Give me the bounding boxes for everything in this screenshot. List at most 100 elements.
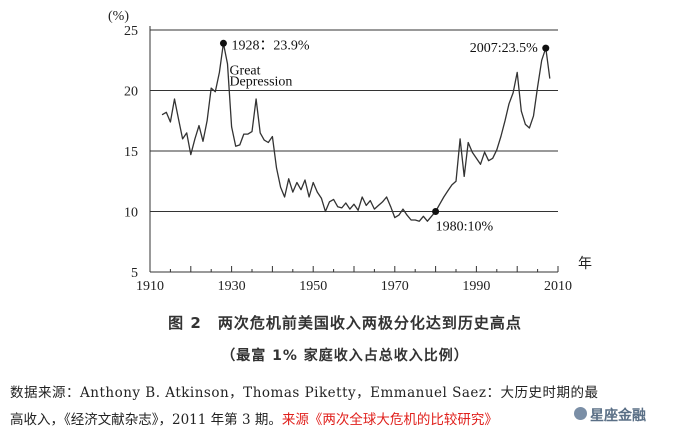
- data-point: [255, 98, 257, 100]
- grid-lines: [150, 29, 558, 212]
- data-point: [398, 214, 400, 216]
- data-point: [320, 197, 322, 199]
- y-tick-label: 25: [124, 24, 138, 39]
- data-point: [239, 144, 241, 146]
- data-point: [533, 115, 534, 117]
- peak-2007-marker: [542, 44, 550, 52]
- data-point: [170, 121, 171, 123]
- data-point: [488, 160, 490, 162]
- data-point: [406, 214, 408, 216]
- data-point: [508, 103, 510, 105]
- data-point: [390, 206, 392, 208]
- data-point: [194, 138, 196, 140]
- data-point: [386, 196, 388, 198]
- data-point: [451, 184, 453, 186]
- data-point: [529, 127, 530, 129]
- data-point: [476, 157, 477, 159]
- watermark: 星座金融: [572, 405, 650, 425]
- data-point: [190, 154, 192, 156]
- data-point: [374, 208, 375, 210]
- x-unit-label: 年: [578, 256, 592, 272]
- data-point: [484, 151, 485, 153]
- data-point: [251, 131, 253, 133]
- data-point: [263, 139, 265, 141]
- chart: 5 10 15 20 25 1910 1930 1950 1970 1990 2010 (%) 年 19…: [108, 9, 592, 294]
- source-citation: 高收入，《经济文献杂志》，2011 年第 3 期。: [10, 412, 282, 428]
- data-point: [549, 78, 551, 79]
- y-tick-label: 15: [124, 145, 138, 160]
- caption-title: 图 2 两次危机前美国收入两极分化达到历史高点: [168, 314, 522, 332]
- x-tick-label: 1970: [381, 279, 409, 294]
- peak-1928-marker: [219, 39, 227, 47]
- data-point: [443, 196, 445, 198]
- data-point: [341, 207, 343, 209]
- data-point: [410, 219, 412, 221]
- caption-subtitle: （最富 1% 家庭收入占总收入比例）: [221, 348, 469, 364]
- data-point: [300, 189, 302, 191]
- data-point: [218, 71, 220, 73]
- annotation-great: Great: [229, 63, 260, 78]
- annotations: 1928：23.9% 2007:23.5% 1980:10% GreatDepress…: [219, 38, 550, 235]
- data-point: [202, 140, 204, 142]
- data-point: [333, 199, 334, 200]
- y-tick-label: 10: [124, 206, 138, 221]
- data-point: [337, 206, 339, 208]
- data-point: [349, 208, 351, 210]
- source-line-2: 高收入，《经济文献杂志》，2011 年第 3 期。来源《两次全球大危机的比较研究…: [10, 408, 690, 428]
- data-point: [272, 136, 273, 137]
- data-point: [292, 191, 294, 193]
- data-point: [459, 138, 461, 140]
- data-point: [422, 215, 424, 217]
- data-point: [496, 149, 498, 151]
- logo-icon: [574, 407, 587, 420]
- low-1980-marker: [432, 208, 440, 215]
- annotation-1980: 1980:10%: [436, 220, 494, 235]
- data-point: [210, 87, 212, 89]
- data-point: [235, 145, 237, 147]
- data-point: [467, 142, 469, 143]
- data-point: [276, 167, 277, 169]
- data-point: [316, 191, 318, 193]
- annotation-1928: 1928：23.9%: [231, 38, 309, 53]
- data-point: [198, 125, 200, 126]
- data-point: [463, 176, 465, 177]
- data-point: [231, 126, 233, 128]
- watermark-text: 星座金融: [590, 408, 646, 424]
- data-point: [447, 190, 449, 192]
- data-point: [394, 217, 396, 218]
- data-point: [516, 71, 518, 73]
- data-point: [267, 142, 269, 143]
- x-tick-label: 2010: [544, 279, 572, 294]
- data-point: [259, 132, 261, 134]
- data-point: [500, 136, 502, 137]
- data-point: [414, 219, 416, 221]
- data-point: [325, 211, 326, 212]
- annotation-depression: Depression: [229, 74, 292, 89]
- data-point: [537, 86, 538, 88]
- data-point: [439, 203, 441, 205]
- x-tick-label: 1930: [218, 279, 246, 294]
- data-point: [382, 201, 383, 203]
- data-point: [161, 114, 163, 116]
- data-point: [206, 120, 208, 122]
- data-point: [402, 208, 404, 210]
- data-point: [165, 111, 167, 113]
- data-point: [308, 196, 310, 198]
- ticks: 5 10 15 20 25 1910 1930 1950 1970 1990 2010 (%) 年: [108, 9, 592, 294]
- data-point: [427, 220, 428, 222]
- data-point: [312, 182, 314, 183]
- data-point: [520, 110, 522, 112]
- data-point: [361, 196, 363, 198]
- data-point: [512, 92, 514, 94]
- data-point: [357, 209, 359, 211]
- data-point: [378, 205, 379, 206]
- x-tick-label: 1990: [462, 279, 490, 294]
- data-point: [504, 120, 506, 122]
- annotation-2007: 2007:23.5%: [470, 41, 538, 56]
- data-point: [296, 182, 298, 183]
- data-point: [243, 133, 245, 135]
- data-point: [174, 98, 175, 100]
- y-tick-label: 20: [124, 85, 138, 100]
- data-point: [345, 202, 347, 204]
- data-point: [471, 151, 473, 153]
